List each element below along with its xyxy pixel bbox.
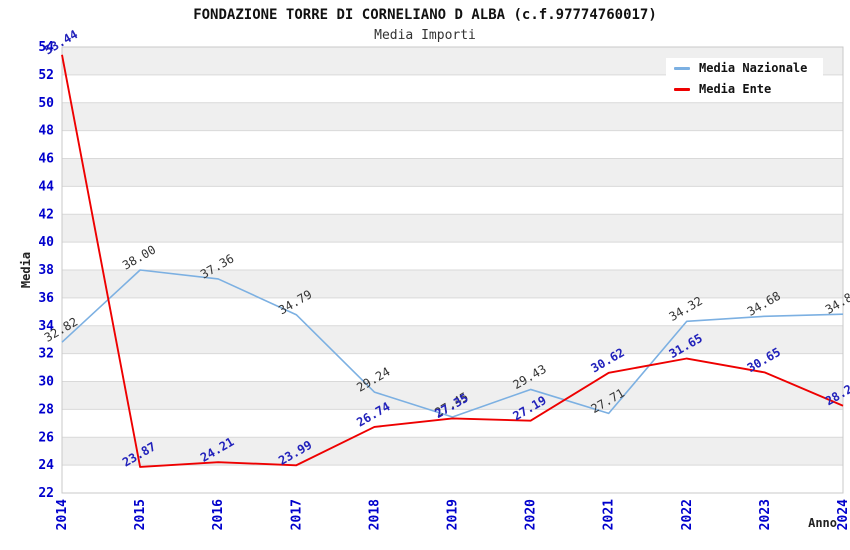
svg-text:48: 48	[38, 124, 54, 139]
svg-text:2022: 2022	[680, 499, 695, 530]
svg-text:2014: 2014	[55, 499, 70, 530]
chart-subtitle: Media Importi	[374, 28, 476, 43]
svg-text:2020: 2020	[524, 499, 539, 530]
svg-text:44: 44	[38, 179, 54, 194]
svg-text:28: 28	[38, 402, 54, 417]
svg-text:38: 38	[38, 263, 54, 278]
svg-text:54: 54	[38, 40, 54, 55]
legend-item-media-ente: Media Ente	[666, 79, 788, 99]
legend-item-label: Media Nazionale	[699, 61, 808, 75]
legend: Media Nazionale Media Ente	[666, 58, 824, 99]
legend-item-label: Media Ente	[699, 82, 772, 96]
svg-text:52: 52	[38, 68, 54, 83]
svg-text:2016: 2016	[211, 499, 226, 530]
svg-text:50: 50	[38, 96, 54, 111]
svg-text:22: 22	[38, 486, 54, 501]
svg-text:2017: 2017	[289, 499, 304, 530]
svg-text:2019: 2019	[446, 499, 461, 530]
svg-text:2018: 2018	[367, 499, 382, 530]
legend-item-media-nazionale: Media Nazionale	[666, 58, 824, 78]
svg-text:46: 46	[38, 152, 54, 167]
svg-text:42: 42	[38, 207, 54, 222]
svg-text:Media: Media	[19, 252, 33, 288]
svg-text:30: 30	[38, 375, 54, 390]
svg-text:2023: 2023	[758, 499, 773, 530]
svg-text:2015: 2015	[133, 499, 148, 530]
svg-text:34: 34	[38, 319, 54, 334]
svg-text:Anno: Anno	[808, 516, 837, 530]
media-nazionale-line-icon	[674, 66, 690, 70]
chart-title: FONDAZIONE TORRE DI CORNELIANO D ALBA (c…	[193, 7, 657, 23]
svg-text:26: 26	[38, 430, 54, 445]
media-ente-line-icon	[674, 87, 690, 91]
svg-text:2021: 2021	[602, 499, 617, 530]
svg-text:40: 40	[38, 235, 54, 250]
svg-text:36: 36	[38, 291, 54, 306]
svg-text:2024: 2024	[836, 499, 850, 530]
svg-text:32: 32	[38, 347, 54, 362]
svg-text:24: 24	[38, 458, 54, 473]
